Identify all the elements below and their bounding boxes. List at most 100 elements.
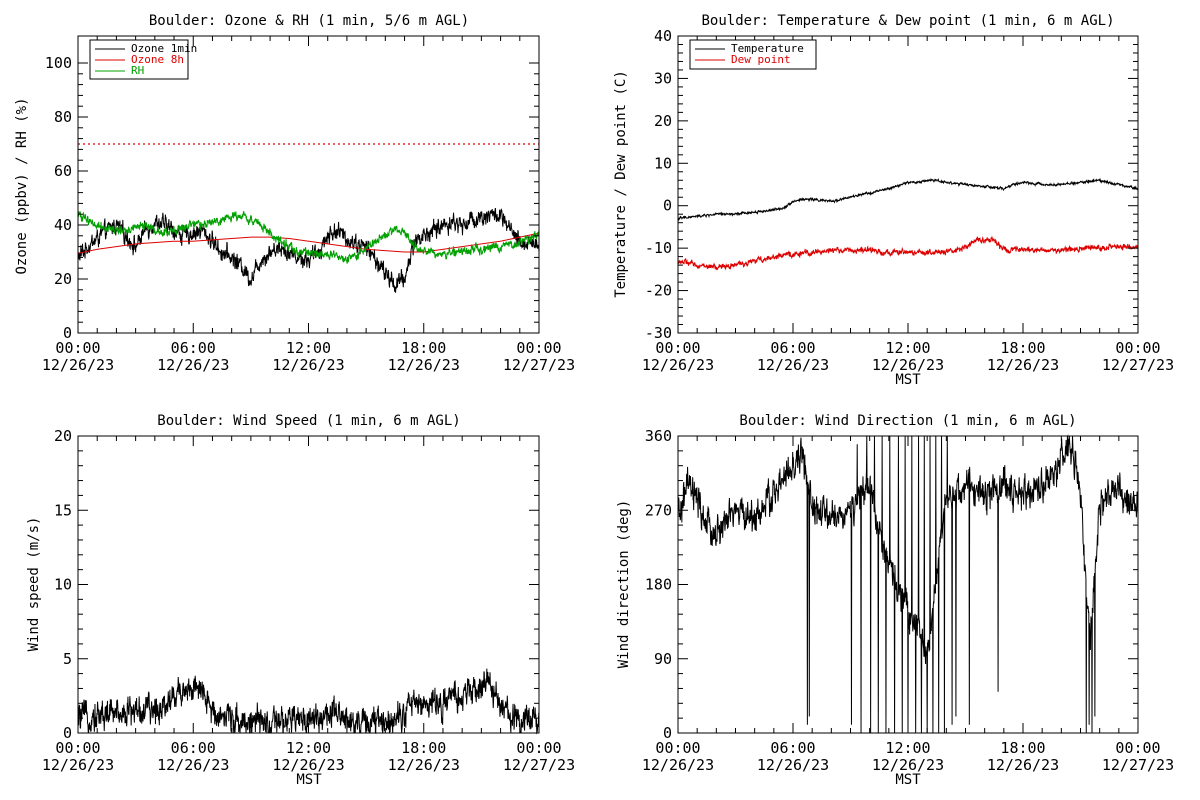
plot-area: -30-20-1001020304000:0012/26/2306:0012/2… xyxy=(642,27,1174,374)
legend-entry-temperature: Temperature xyxy=(731,42,804,55)
y-tick-label: 15 xyxy=(54,501,72,519)
y-tick-label: 100 xyxy=(45,54,72,72)
ozone-rh-chart: Boulder: Ozone & RH (1 min, 5/6 m AGL) O… xyxy=(14,13,575,374)
legend: Ozone 1min Ozone 8h RH xyxy=(89,39,197,80)
series-line-wdir xyxy=(677,434,1139,734)
x-tick-label-date: 12/26/23 xyxy=(42,356,114,374)
x-tick-label-time: 00:00 xyxy=(516,339,561,357)
x-tick-label-date: 12/26/23 xyxy=(272,756,344,774)
x-tick-label-time: 06:00 xyxy=(171,339,216,357)
x-tick-label-date: 12/27/23 xyxy=(1102,356,1174,374)
x-tick-label-time: 18:00 xyxy=(1000,339,1045,357)
y-tick-label: -20 xyxy=(645,282,672,300)
x-tick-label-time: 00:00 xyxy=(1115,739,1160,757)
x-tick-label-date: 12/27/23 xyxy=(503,356,575,374)
y-tick-label: 180 xyxy=(645,576,672,594)
x-tick-label-date: 12/26/23 xyxy=(642,356,714,374)
y-tick-label: 20 xyxy=(54,270,72,288)
y-tick-label: 40 xyxy=(54,216,72,234)
chart-title: Boulder: Temperature & Dew point (1 min,… xyxy=(701,13,1114,29)
x-tick-label-time: 12:00 xyxy=(286,339,331,357)
plot-area: 0510152000:0012/26/2306:0012/26/2312:001… xyxy=(42,427,575,774)
wind-speed-chart: Boulder: Wind Speed (1 min, 6 m AGL) MST… xyxy=(26,413,575,788)
legend-entry-ozone-1min: Ozone 1min xyxy=(131,42,197,55)
y-tick-label: 10 xyxy=(654,154,672,172)
plot-frame xyxy=(77,35,540,334)
chart-title: Boulder: Ozone & RH (1 min, 5/6 m AGL) xyxy=(149,13,469,29)
temperature-dewpoint-chart: Boulder: Temperature & Dew point (1 min,… xyxy=(613,13,1174,388)
y-tick-label: 5 xyxy=(63,650,72,668)
y-tick-label: 20 xyxy=(54,427,72,445)
x-tick-label-time: 18:00 xyxy=(401,339,446,357)
x-tick-label-time: 00:00 xyxy=(516,739,561,757)
y-tick-label: 40 xyxy=(654,27,672,45)
x-tick-label-time: 06:00 xyxy=(770,739,815,757)
plot-area: 02040608010000:0012/26/2306:0012/26/2312… xyxy=(42,35,575,374)
x-tick-label-date: 12/26/23 xyxy=(642,756,714,774)
wind-direction-chart: Boulder: Wind Direction (1 min, 6 m AGL)… xyxy=(616,413,1174,788)
legend-box xyxy=(689,39,817,70)
x-tick-label-date: 12/26/23 xyxy=(872,756,944,774)
x-tick-label-time: 12:00 xyxy=(885,339,930,357)
x-tick-label-time: 18:00 xyxy=(1000,739,1045,757)
legend-entry-rh: RH xyxy=(131,64,144,77)
x-tick-label-date: 12/26/23 xyxy=(757,756,829,774)
series-line-wspd xyxy=(77,668,540,735)
x-tick-label-date: 12/27/23 xyxy=(503,756,575,774)
x-tick-label-time: 00:00 xyxy=(55,339,100,357)
x-tick-label-date: 12/26/23 xyxy=(42,756,114,774)
x-axis-label: MST xyxy=(895,372,921,388)
y-tick-label: 20 xyxy=(654,112,672,130)
x-tick-label-date: 12/26/23 xyxy=(388,756,460,774)
x-tick-label-time: 18:00 xyxy=(401,739,446,757)
y-axis-label: Wind speed (m/s) xyxy=(26,517,42,652)
series-line-rh xyxy=(77,211,540,264)
x-tick-label-time: 00:00 xyxy=(655,739,700,757)
x-tick-label-date: 12/26/23 xyxy=(872,356,944,374)
x-tick-label-time: 12:00 xyxy=(286,739,331,757)
x-tick-label-date: 12/26/23 xyxy=(272,356,344,374)
x-tick-label-date: 12/26/23 xyxy=(757,356,829,374)
legend: Temperature Dew point xyxy=(689,39,817,70)
x-tick-label-time: 12:00 xyxy=(885,739,930,757)
y-tick-label: 30 xyxy=(654,69,672,87)
chart-title: Boulder: Wind Direction (1 min, 6 m AGL) xyxy=(739,413,1076,429)
x-tick-label-time: 06:00 xyxy=(171,739,216,757)
series-line-ozone-8h xyxy=(77,232,540,254)
y-tick-label: -10 xyxy=(645,239,672,257)
y-tick-label: 0 xyxy=(63,324,72,342)
x-tick-label-date: 12/26/23 xyxy=(157,356,229,374)
y-tick-label: 80 xyxy=(54,108,72,126)
y-tick-label: 60 xyxy=(54,162,72,180)
x-tick-label-date: 12/26/23 xyxy=(388,356,460,374)
x-tick-label-date: 12/26/23 xyxy=(157,756,229,774)
plot-area: 09018027036000:0012/26/2306:0012/26/2312… xyxy=(642,427,1174,774)
legend-entry-dew-point: Dew point xyxy=(731,53,791,66)
y-tick-label: 270 xyxy=(645,501,672,519)
x-axis-label: MST xyxy=(895,772,921,788)
y-tick-label: -30 xyxy=(645,324,672,342)
y-tick-label: 0 xyxy=(63,724,72,742)
series-line-ozone-1min xyxy=(77,207,540,293)
plot-frame xyxy=(677,35,1139,334)
x-tick-label-date: 12/26/23 xyxy=(987,356,1059,374)
x-tick-label-time: 06:00 xyxy=(770,339,815,357)
x-tick-label-date: 12/27/23 xyxy=(1102,756,1174,774)
series-line-temperature xyxy=(677,177,1139,222)
chart-title: Boulder: Wind Speed (1 min, 6 m AGL) xyxy=(157,413,460,429)
y-tick-label: 0 xyxy=(663,197,672,215)
y-tick-label: 0 xyxy=(663,724,672,742)
y-tick-label: 10 xyxy=(54,576,72,594)
x-tick-label-time: 00:00 xyxy=(655,339,700,357)
legend-entry-ozone-8h: Ozone 8h xyxy=(131,53,184,66)
y-tick-label: 90 xyxy=(654,650,672,668)
y-axis-label: Wind direction (deg) xyxy=(616,500,632,669)
x-tick-label-date: 12/26/23 xyxy=(987,756,1059,774)
x-tick-label-time: 00:00 xyxy=(55,739,100,757)
series-line-dew-point xyxy=(677,236,1139,271)
x-axis-label: MST xyxy=(296,772,322,788)
y-axis-label: Temperature / Dew point (C) xyxy=(613,70,629,298)
y-tick-label: 360 xyxy=(645,427,672,445)
x-tick-label-time: 00:00 xyxy=(1115,339,1160,357)
